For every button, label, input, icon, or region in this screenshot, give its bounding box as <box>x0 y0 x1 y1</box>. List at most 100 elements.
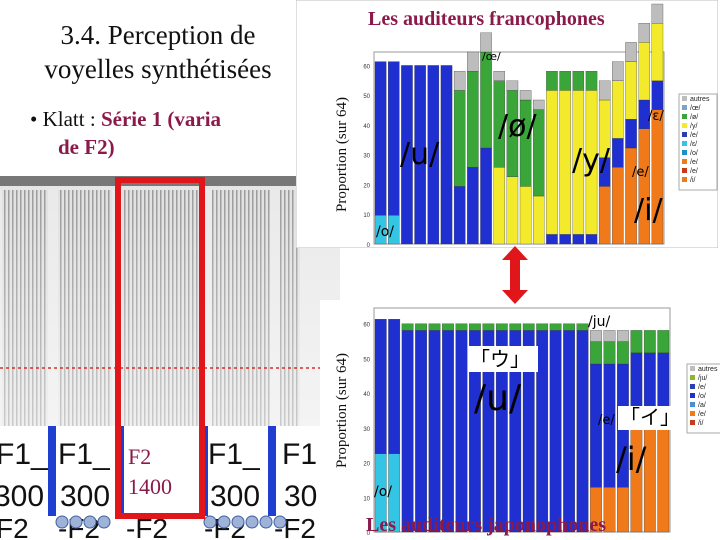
vowel-label-y-fr: /y/ <box>572 143 611 178</box>
spectro-overlay <box>0 190 340 426</box>
katakana-i-label: 「イ」 <box>620 405 680 429</box>
spectro-marker-4 <box>268 426 276 516</box>
bottom-bar-17-seg-3 <box>603 330 616 342</box>
bottom-legend-swatch-4 <box>690 402 695 407</box>
formant-value-4: 30 <box>284 480 317 513</box>
top-ytick-5: 50 <box>363 94 370 100</box>
formant-value-2: 300 <box>60 480 110 513</box>
bottom-bar-0-seg-1 <box>374 319 387 454</box>
top-bar-14-seg-2 <box>559 71 571 91</box>
francophone-header: Les auditeurs francophones <box>368 8 605 30</box>
bottom-bar-4-seg-1 <box>428 323 441 331</box>
top-bar-14-seg-1 <box>559 90 571 235</box>
bottom-bar-5-seg-0 <box>442 330 454 533</box>
top-bar-19-seg-1 <box>625 119 637 149</box>
top-bar-20-seg-3 <box>638 23 650 43</box>
bottom-ytick-4: 40 <box>363 392 370 398</box>
bottom-plot-area <box>373 307 671 533</box>
top-legend-swatch-5 <box>682 141 687 146</box>
top-bar-21-seg-1 <box>651 80 664 110</box>
top-bar-9-seg-2 <box>493 71 505 81</box>
top-bar-9-seg-0 <box>493 167 505 245</box>
bottom-yticks: 0 10 20 30 40 50 60 <box>363 323 370 537</box>
top-legend-label-9: /i/ <box>690 177 696 184</box>
bottom-bar-15-seg-0 <box>576 330 589 533</box>
top-legend-label-0: autres <box>690 96 710 103</box>
comparison-arrow <box>502 246 528 304</box>
bottom-bar-6-seg-0 <box>455 330 468 533</box>
bottom-bar-21-seg-2 <box>657 330 670 353</box>
bottom-bar-4-seg-0 <box>428 330 441 533</box>
bottom-bar-18-seg-2 <box>617 341 629 365</box>
bottom-legend-label-3: /o/ <box>698 393 706 400</box>
top-bar-3-seg-0 <box>414 65 426 245</box>
f2-highlight-label-bg <box>124 438 196 510</box>
bullet-prefix: • Klatt : <box>30 107 101 131</box>
top-bar-15-seg-0 <box>572 234 585 245</box>
top-ylabel: Proportion (sur 64) <box>334 97 350 212</box>
top-plot-area <box>373 3 665 245</box>
top-bar-19-seg-3 <box>625 42 637 62</box>
bottom-bar-14-seg-1 <box>563 323 575 331</box>
top-bar-11-seg-0 <box>519 186 532 245</box>
formant-value-3: 300 <box>210 480 260 513</box>
bottom-legend-label-2: /e/ <box>698 384 706 391</box>
top-ytick-0: 0 <box>367 243 371 248</box>
slide-title: 3.4. Perception de voyelles synthétisées <box>44 20 272 84</box>
bottom-ytick-2: 20 <box>363 462 370 468</box>
formant-value-1: 300 <box>0 480 44 513</box>
katakana-u-bg <box>468 346 538 372</box>
top-bar-17-seg-3 <box>598 80 611 101</box>
top-bar-12-seg-2 <box>533 99 545 110</box>
top-bar-16-seg-2 <box>585 71 598 91</box>
bottom-legend-swatch-0 <box>690 366 695 371</box>
bottom-bar-13-seg-0 <box>549 330 562 533</box>
bottom-ytick-0: 0 <box>367 531 371 537</box>
vowel-label-o-jp: /o/ <box>374 484 392 500</box>
top-bar-17-seg-0 <box>598 186 611 245</box>
bottom-legend-label-5: /e/ <box>698 411 706 418</box>
top-legend-swatch-2 <box>682 114 687 119</box>
top-legend-label-3: /y/ <box>690 123 697 130</box>
top-bar-14-seg-0 <box>559 234 571 245</box>
bullet-serie: Série 1 (varia <box>100 107 222 131</box>
bottom-legend-swatch-5 <box>690 411 695 416</box>
top-bar-8-seg-2 <box>480 32 492 53</box>
f2-label-1: F2 <box>0 513 29 540</box>
top-legend-swatch-1 <box>682 105 687 110</box>
francophone-chart: 0 10 20 30 40 50 60 autres/œ/ /ø/ /y/ /e/ /ɛ/ /o/ /e… <box>296 0 718 248</box>
top-bar-7-seg-0 <box>467 167 479 245</box>
top-bar-18-seg-3 <box>612 61 624 81</box>
bottom-legend-label-1: /ju/ <box>698 375 707 382</box>
bottom-bar-13-seg-1 <box>549 323 562 331</box>
bottom-bar-12-seg-1 <box>536 323 549 331</box>
vowel-label-e-fr: /e/ <box>632 165 649 180</box>
bottom-bar-3-seg-1 <box>415 323 427 331</box>
bottom-bar-20-seg-1 <box>643 352 656 409</box>
top-bar-7-seg-1 <box>467 71 479 168</box>
top-bar-13-seg-0 <box>546 234 558 245</box>
bottom-bar-15-seg-1 <box>576 323 589 331</box>
vowel-label-u-fr: /u/ <box>400 137 440 172</box>
bottom-bar-19-seg-2 <box>630 330 643 353</box>
spectro-scrubber-row <box>55 515 287 529</box>
bottom-bar-10-seg-1 <box>509 323 522 331</box>
top-bar-18-seg-0 <box>612 167 624 245</box>
bottom-bar-21-seg-1 <box>657 352 670 409</box>
top-bar-6-seg-0 <box>453 186 466 245</box>
top-bar-20-seg-2 <box>638 42 650 101</box>
top-bar-21-seg-3 <box>651 3 664 24</box>
bottom-bar-12-seg-0 <box>536 330 549 533</box>
bottom-bar-17-seg-2 <box>603 341 616 365</box>
bottom-bar-16-seg-3 <box>590 330 602 342</box>
bullet-line-1: • Klatt : Série 1 (varia <box>30 106 221 132</box>
top-bar-13-seg-2 <box>546 71 558 91</box>
top-bar-16-seg-0 <box>585 234 598 245</box>
spectro-marker-1 <box>48 426 56 516</box>
f2-highlight-value: 1400 <box>128 474 172 499</box>
top-bar-10-seg-2 <box>506 80 519 91</box>
vowel-label-ju-jp: /ju/ <box>588 314 610 330</box>
bottom-bar-11-seg-1 <box>522 323 535 331</box>
top-ytick-4: 40 <box>363 124 370 130</box>
vowel-label-o-fr: /o/ <box>376 224 394 240</box>
